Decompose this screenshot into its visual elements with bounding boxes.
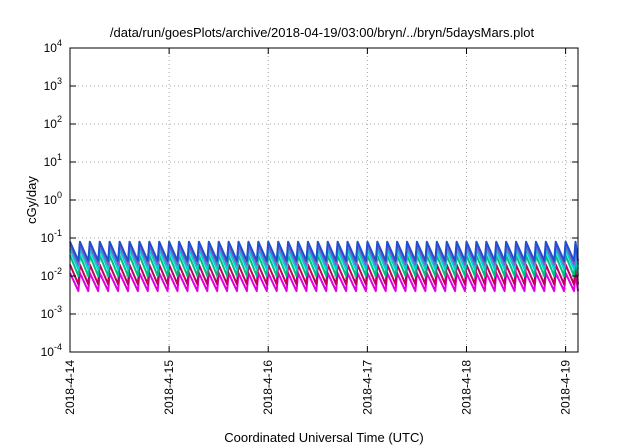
y-axis-label: cGy/day: [24, 176, 39, 224]
y-tick-label: 104: [44, 38, 62, 55]
series-line: [69, 240, 579, 262]
grid-lines: [69, 48, 578, 352]
y-tick-label: 10-2: [41, 266, 62, 283]
chart-title: /data/run/goesPlots/archive/2018-04-19/0…: [110, 25, 535, 40]
x-tick-label: 2018-4-19: [559, 360, 573, 415]
y-tick-label: 103: [44, 76, 62, 93]
y-axis: 10-4 10-3 10-2 10-1 100 101 102 103 104: [41, 38, 578, 359]
x-axis: 2018-4-14 2018-4-15 2018-4-16 2018-4-17 2018…: [63, 48, 573, 415]
y-tick-label: 102: [44, 114, 62, 131]
y-tick-label: 100: [44, 190, 62, 207]
x-tick-label: 2018-4-16: [261, 360, 275, 415]
data-series: [69, 240, 579, 293]
y-tick-label: 101: [44, 152, 62, 169]
x-tick-label: 2018-4-14: [63, 360, 77, 415]
y-tick-label: 10-4: [41, 342, 62, 359]
x-axis-label: Coordinated Universal Time (UTC): [224, 430, 423, 445]
y-tick-label: 10-1: [41, 228, 62, 245]
x-tick-label: 2018-4-15: [162, 360, 176, 415]
y-tick-label: 10-3: [41, 304, 62, 321]
x-tick-label: 2018-4-18: [459, 360, 473, 415]
x-tick-label: 2018-4-17: [360, 360, 374, 415]
